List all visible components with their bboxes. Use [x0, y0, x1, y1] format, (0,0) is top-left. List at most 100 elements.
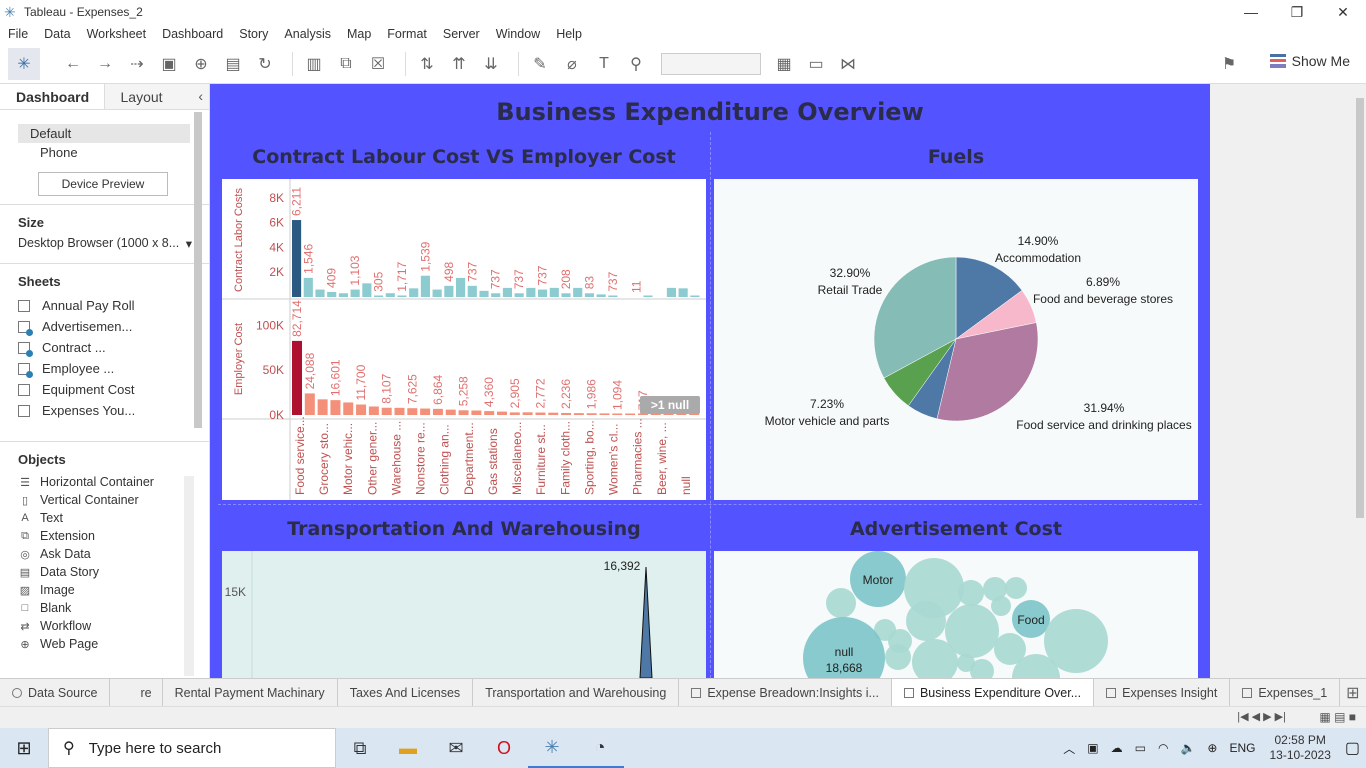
contract-chart-panel[interactable]: Contract Labor Costs 8K 6K 4K 2K 6,211 1,546 40…	[222, 179, 706, 500]
device-preview-button[interactable]: Device Preview	[38, 172, 168, 196]
menu-dashboard[interactable]: Dashboard	[162, 27, 224, 41]
opera-icon[interactable]: O	[496, 737, 511, 758]
clock[interactable]: 02:58 PM 13-10-2023	[1269, 733, 1330, 763]
tab-story-sheet[interactable]: Expenses_1	[1230, 678, 1341, 707]
menu-story[interactable]: Story	[239, 27, 269, 41]
objects-scrollbar[interactable]	[184, 476, 194, 676]
tab-dashboard-sheet-active[interactable]: Business Expenditure Over...	[891, 678, 1095, 707]
menu-data[interactable]: Data	[44, 27, 71, 41]
notification-icon[interactable]: ▢	[1344, 740, 1360, 757]
menu-format[interactable]: Format	[387, 27, 427, 41]
pause-updates-icon[interactable]: ▤	[225, 55, 241, 73]
restore-icon[interactable]: ❐	[1290, 3, 1304, 20]
size-select[interactable]: Desktop Browser (1000 x 8... ▾	[18, 236, 192, 251]
tab-sheet[interactable]: Rental Payment Machinary	[163, 678, 338, 707]
sheet-item[interactable]: Employee ...	[0, 358, 209, 379]
wifi-icon[interactable]: ◠	[1157, 741, 1169, 755]
device-phone[interactable]: Phone	[40, 145, 78, 160]
fuels-chart-panel[interactable]: 14.90% Accommodation 6.89% Food and beverag…	[714, 179, 1198, 500]
show-me-button[interactable]: Show Me	[1269, 53, 1350, 69]
object-item[interactable]: ▤ Data Story	[0, 563, 209, 581]
taskbar-search[interactable]: ⚲ Type here to search	[48, 728, 336, 768]
device-default[interactable]: Default	[18, 124, 190, 143]
close-icon[interactable]: ✕	[1337, 3, 1349, 20]
refresh-icon[interactable]: ↻	[258, 55, 272, 73]
duplicate-icon[interactable]: ⧉	[340, 54, 352, 72]
object-item[interactable]: ◎ Ask Data	[0, 545, 209, 563]
new-datasource-icon[interactable]: ⊕	[194, 55, 208, 73]
mail-icon[interactable]: ✉	[448, 737, 464, 758]
sidebar-scrollbar[interactable]	[194, 112, 202, 428]
sheet-item[interactable]: Advertisemen...	[0, 316, 209, 337]
object-item[interactable]: □ Blank	[0, 599, 209, 617]
canvas-scrollbar[interactable]	[1354, 84, 1366, 678]
sheet-item[interactable]: Contract ...	[0, 337, 209, 358]
group-icon[interactable]: ⌀	[567, 55, 577, 73]
object-item[interactable]: ⊕ Web Page	[0, 635, 209, 653]
highlight-icon[interactable]: ✎	[533, 55, 547, 73]
fit-dropdown[interactable]	[661, 52, 761, 75]
redo-icon[interactable]: →	[97, 54, 113, 72]
sheet-item[interactable]: Expenses You...	[0, 400, 209, 421]
tab-dashboard-sheet[interactable]: Expenses Insight	[1094, 678, 1231, 707]
tableau-home-icon[interactable]: ✳	[8, 47, 40, 80]
menu-help[interactable]: Help	[556, 27, 582, 41]
menu-map[interactable]: Map	[346, 27, 372, 41]
swap-icon[interactable]: ⇅	[420, 55, 434, 73]
language-indicator[interactable]: ENG	[1229, 741, 1256, 755]
new-worksheet-icon[interactable]: ⊞	[1346, 684, 1360, 702]
object-item[interactable]: ⇄ Workflow	[0, 617, 209, 635]
globe-icon[interactable]: ⊕	[1207, 741, 1218, 755]
transport-chart-panel[interactable]: 15K 16,392	[222, 551, 706, 679]
collapse-sidebar-icon[interactable]: ‹	[198, 88, 203, 104]
replay-icon[interactable]: ⇢	[130, 55, 144, 73]
sheet-item[interactable]: Annual Pay Roll	[0, 295, 209, 316]
undo-icon[interactable]: ←	[65, 54, 81, 72]
cards-icon[interactable]: ▦	[776, 55, 792, 73]
tableau-taskbar-icon[interactable]: ✳	[528, 728, 576, 768]
battery-icon[interactable]: ▭	[1134, 741, 1146, 755]
tab-data-source[interactable]: Data Source	[0, 678, 111, 707]
object-item[interactable]: ▯ Vertical Container	[0, 491, 209, 509]
view-toggle-icons[interactable]: ▦ ▤ ■	[1319, 710, 1356, 724]
labels-icon[interactable]: T	[599, 54, 609, 72]
bar	[327, 291, 337, 297]
tableau-public-taskbar-icon[interactable]: ◔	[576, 728, 624, 768]
tab-sheet[interactable]: Taxes And Licenses	[338, 678, 474, 707]
new-worksheet-icon[interactable]: ▥	[306, 55, 322, 73]
network-icon[interactable]: ▣	[1087, 741, 1099, 755]
minimize-icon[interactable]: —	[1244, 4, 1258, 20]
object-item[interactable]: ☰ Horizontal Container	[0, 473, 209, 491]
clear-sheet-icon[interactable]: ☒	[370, 55, 386, 73]
tab-dashboard[interactable]: Dashboard	[0, 84, 105, 109]
volume-icon[interactable]: 🔈	[1180, 741, 1196, 755]
task-view-icon[interactable]: ⧉	[353, 737, 367, 758]
windows-start-icon[interactable]: ⊞	[16, 737, 32, 758]
cloud-icon[interactable]: ☁	[1110, 741, 1123, 755]
bar	[432, 408, 443, 415]
object-item[interactable]: ⧉ Extension	[0, 527, 209, 545]
sheet-item[interactable]: Equipment Cost	[0, 379, 209, 400]
sort-ascending-icon[interactable]: ⇈	[452, 55, 466, 73]
save-icon[interactable]: ▣	[161, 55, 177, 73]
chevron-up-icon[interactable]: ︿	[1063, 741, 1076, 756]
presentation-icon[interactable]: ▭	[808, 55, 824, 73]
pin-icon[interactable]: ⚲	[630, 55, 642, 73]
tab-dashboard-sheet[interactable]: Expense Breadown:Insights i...	[679, 678, 892, 707]
tab-layout[interactable]: Layout	[104, 84, 209, 109]
advert-chart-panel[interactable]: Motor Food null 18,668	[714, 551, 1198, 702]
tab-sheet[interactable]: re	[110, 678, 163, 707]
menu-worksheet[interactable]: Worksheet	[86, 27, 147, 41]
menu-server[interactable]: Server	[442, 27, 480, 41]
share-icon[interactable]: ⋈	[840, 55, 856, 73]
sort-descending-icon[interactable]: ⇊	[484, 55, 498, 73]
menu-file[interactable]: File	[8, 27, 29, 41]
sheet-nav-icons[interactable]: |◀ ◀ ▶ ▶|	[1237, 711, 1286, 723]
tab-sheet[interactable]: Transportation and Warehousing	[473, 678, 680, 707]
format-painter-icon[interactable]: ⚑	[1221, 55, 1237, 73]
file-explorer-icon[interactable]: ▬	[399, 737, 417, 758]
menu-window[interactable]: Window	[495, 27, 541, 41]
menu-analysis[interactable]: Analysis	[284, 27, 331, 41]
object-item[interactable]: ▨ Image	[0, 581, 209, 599]
object-item[interactable]: A Text	[0, 509, 209, 527]
